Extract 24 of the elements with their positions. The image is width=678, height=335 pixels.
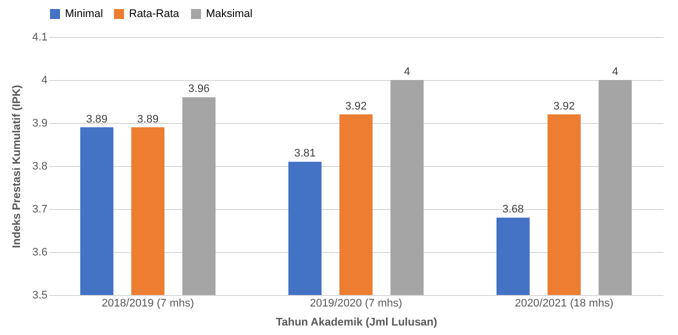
x-tick-label: 2019/2020 (7 mhs) (310, 298, 402, 310)
data-label: 3.92 (345, 100, 367, 112)
data-label: 3.92 (553, 100, 575, 112)
legend-label: Minimal (65, 8, 103, 20)
y-axis-title: Indeks Prestasi Kumulatif (IPK) (11, 84, 24, 248)
y-tick-label: 4 (41, 74, 48, 86)
y-tick-label: 3.8 (32, 160, 48, 172)
data-label: 3.68 (502, 204, 524, 216)
y-tick-label: 3.6 (32, 246, 48, 258)
data-label: 3.81 (294, 148, 316, 160)
data-label: 3.96 (188, 83, 210, 96)
data-label: 4 (612, 66, 618, 78)
data-label: 3.89 (137, 113, 159, 126)
x-tick-label: 2018/2019 (7 mhs) (102, 298, 194, 310)
x-axis-title: Tahun Akademik (Jml Lulusan) (276, 316, 438, 328)
y-tick-label: 3.5 (32, 290, 48, 302)
legend-label: Rata-Rata (129, 8, 180, 20)
y-tick-label: 4.1 (32, 32, 48, 44)
x-tick-label: 2020/2021 (18 mhs) (514, 298, 614, 310)
legend-label: Maksimal (206, 8, 252, 20)
y-tick-label: 3.9 (32, 118, 48, 130)
data-label: 4 (404, 66, 410, 78)
data-label: 3.89 (86, 113, 108, 126)
y-tick-label: 3.7 (32, 204, 48, 216)
